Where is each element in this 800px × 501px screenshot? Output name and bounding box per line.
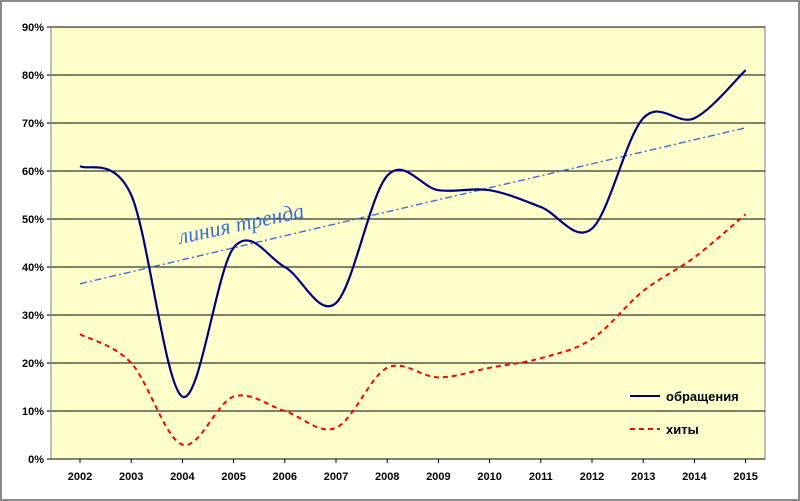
plot-area: [50, 26, 766, 460]
data-point: [436, 375, 440, 379]
y-axis-ticks: 0% 10% 20% 30% 40% 50% 60% 70% 80% 90%: [22, 22, 765, 466]
y-tick-label: 30%: [22, 310, 44, 322]
data-point: [180, 395, 184, 399]
data-point: [385, 366, 389, 370]
y-tick-label: 80%: [22, 70, 44, 82]
x-tick-label: 2004: [170, 471, 195, 483]
data-point: [590, 337, 594, 341]
x-tick-label: 2008: [375, 471, 399, 483]
series-line-hity: [79, 213, 747, 446]
gridlines: [51, 26, 765, 412]
trendline: [79, 127, 746, 285]
data-point: [283, 409, 287, 413]
data-point: [180, 443, 184, 447]
series-line-obrashcheniya: [79, 69, 747, 398]
y-tick-label: 0%: [28, 454, 44, 466]
data-point: [488, 188, 492, 192]
y-tick-label: 50%: [22, 214, 44, 226]
data-point: [78, 332, 82, 336]
y-tick-label: 70%: [22, 118, 44, 130]
data-point: [744, 68, 748, 72]
x-tick-label: 2010: [477, 471, 501, 483]
data-point: [385, 174, 389, 178]
data-point: [590, 227, 594, 231]
data-point: [232, 246, 236, 250]
data-point: [436, 188, 440, 192]
x-tick-label: 2013: [631, 471, 655, 483]
x-tick-label: 2006: [273, 471, 297, 483]
data-point: [744, 212, 748, 216]
data-point: [129, 193, 133, 197]
x-tick-label: 2002: [68, 471, 92, 483]
data-point: [129, 361, 133, 365]
data-point: [334, 301, 338, 305]
data-point: [232, 395, 236, 399]
data-point: [692, 255, 696, 259]
y-tick-label: 20%: [22, 358, 44, 370]
y-tick-label: 40%: [22, 262, 44, 274]
data-point: [539, 205, 543, 209]
x-tick-label: 2015: [733, 471, 757, 483]
data-point: [641, 289, 645, 293]
x-tick-label: 2003: [119, 471, 143, 483]
legend: обращения хиты: [630, 389, 739, 437]
x-tick-label: 2011: [529, 471, 553, 483]
data-point: [334, 426, 338, 430]
data-point: [488, 366, 492, 370]
y-tick-label: 60%: [22, 166, 44, 178]
data-point: [78, 164, 82, 168]
y-tick-label: 90%: [22, 22, 44, 34]
legend-label-obrashcheniya: обращения: [666, 389, 739, 404]
data-point: [283, 265, 287, 269]
x-tick-label: 2005: [221, 471, 245, 483]
y-tick-label: 10%: [22, 406, 44, 418]
x-tick-label: 2009: [426, 471, 450, 483]
legend-label-hity: хиты: [666, 422, 699, 437]
x-tick-label: 2014: [682, 471, 707, 483]
data-point: [692, 116, 696, 120]
data-point: [641, 116, 645, 120]
series-lines: [78, 68, 748, 447]
x-axis-ticks: 2002 2003 2004 2005 2006 2007 2008 2009 2010 2011…: [68, 459, 758, 483]
x-tick-label: 2012: [580, 471, 604, 483]
x-tick-label: 2007: [324, 471, 348, 483]
data-point: [539, 356, 543, 360]
